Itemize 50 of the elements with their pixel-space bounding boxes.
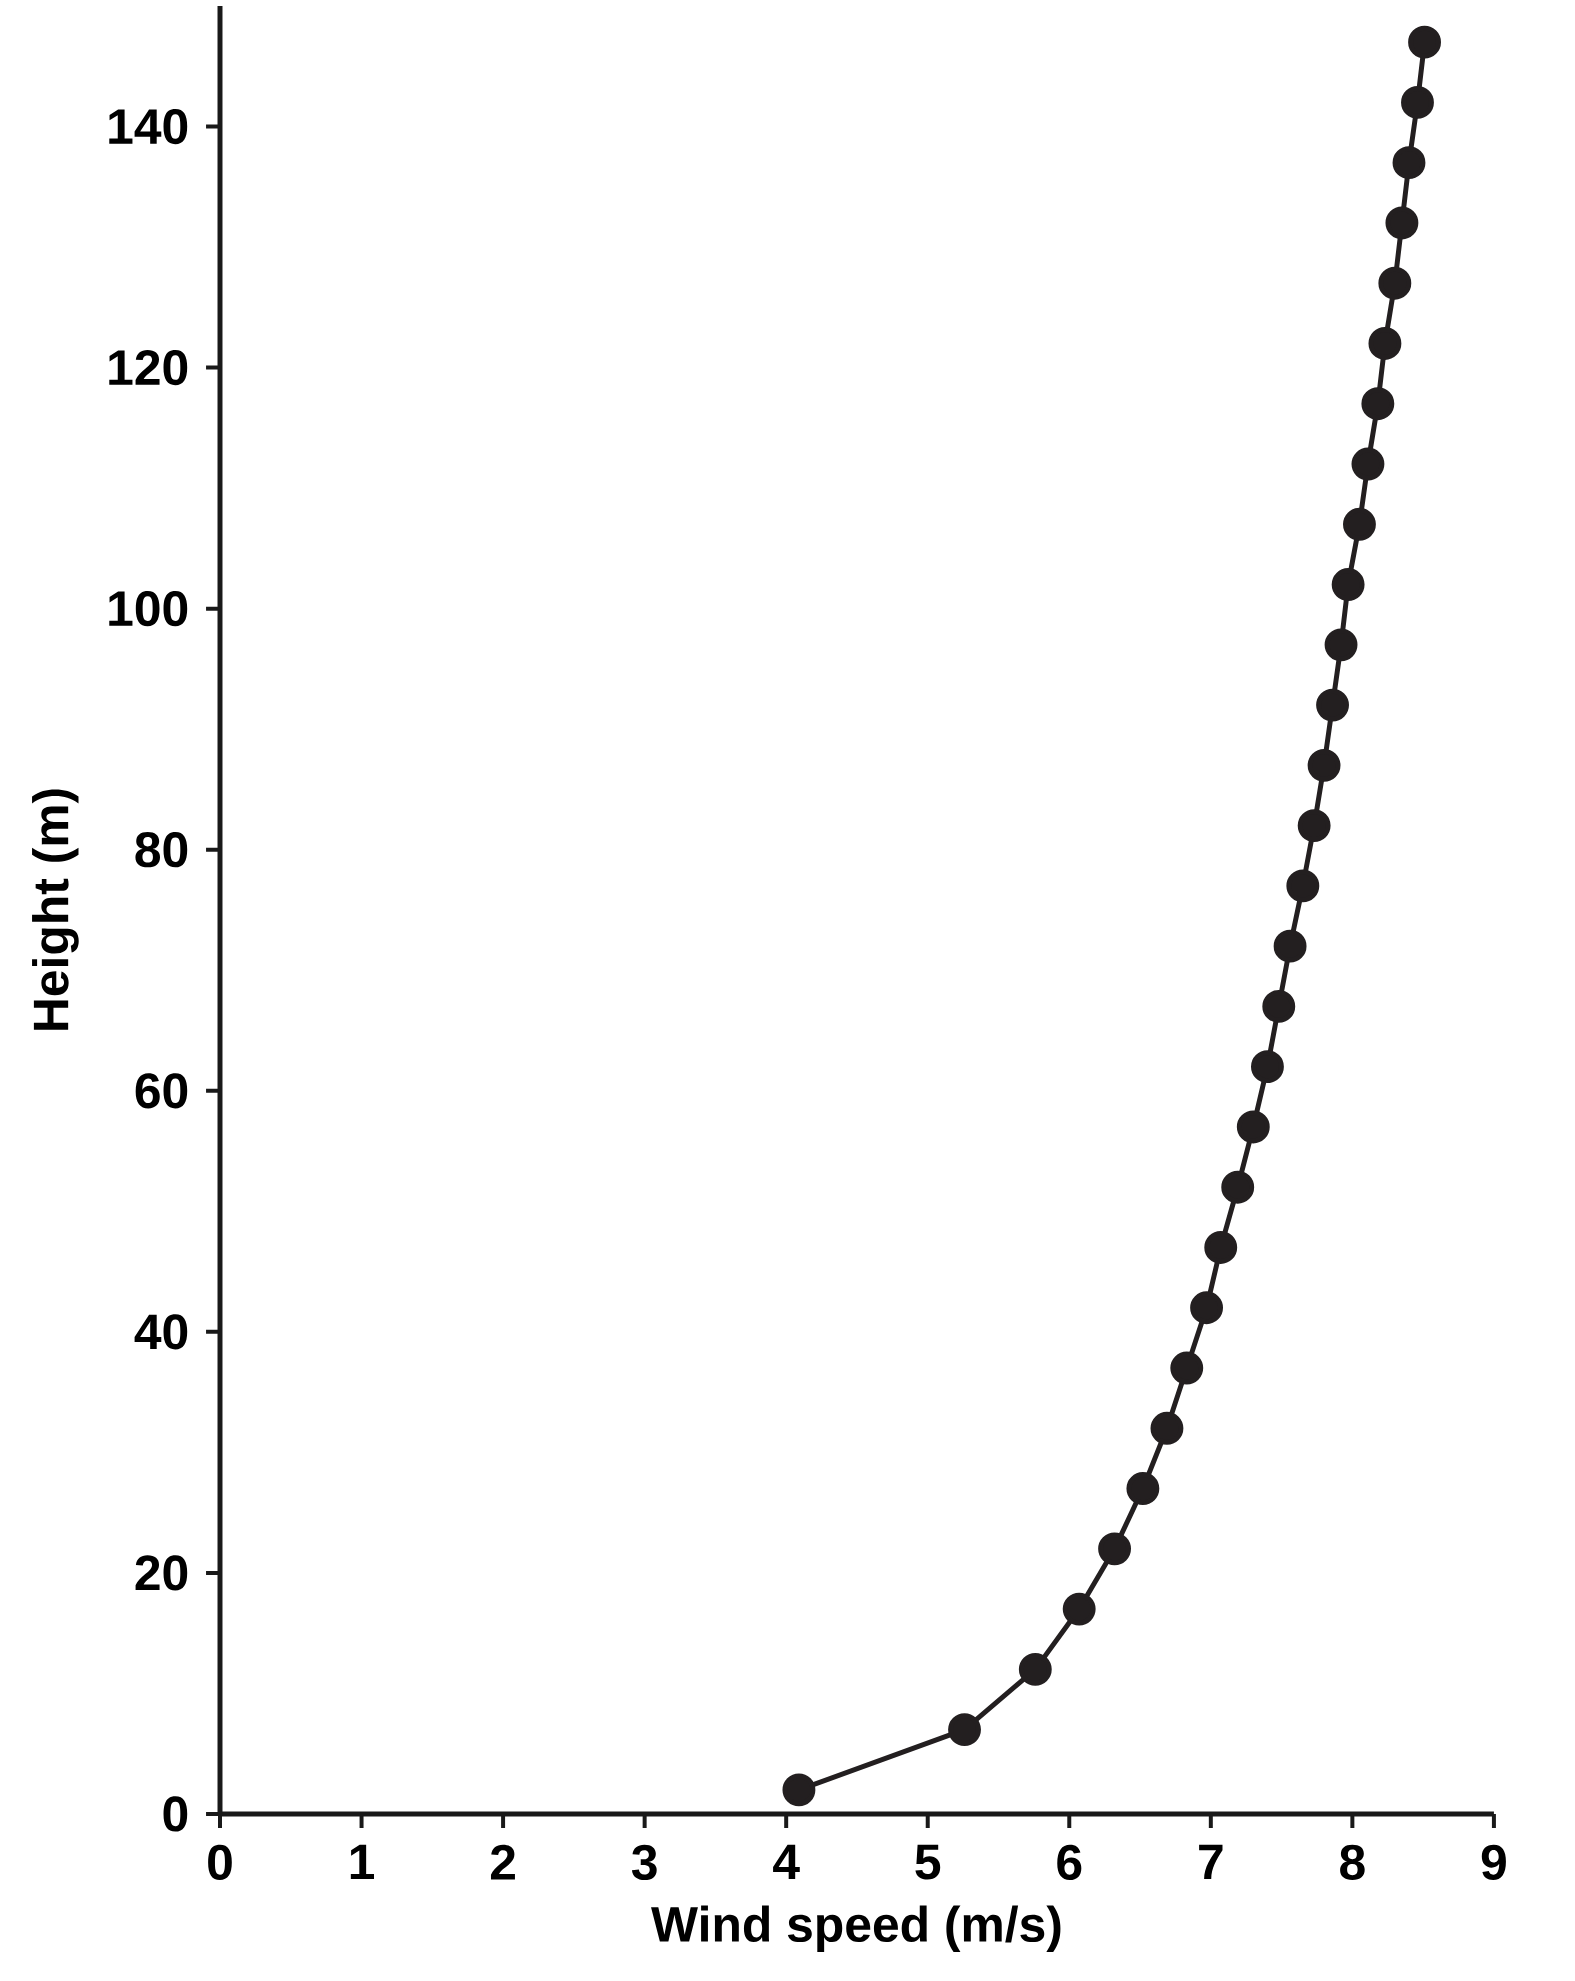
point <box>1297 809 1331 843</box>
x-tick-label: 0 <box>208 1844 232 1881</box>
point <box>1204 1231 1238 1264</box>
point <box>1190 1291 1224 1325</box>
point <box>1343 507 1376 541</box>
x-tick-label: 6 <box>1057 1844 1082 1881</box>
point <box>1368 327 1402 360</box>
x-tick-label: 7 <box>1199 1844 1223 1880</box>
point <box>1262 989 1296 1023</box>
y-tick-label: 40 <box>134 1314 188 1350</box>
point <box>1324 628 1358 662</box>
point <box>1385 206 1419 240</box>
point <box>1221 1170 1255 1204</box>
y-tick-label: 20 <box>135 1555 188 1591</box>
point <box>1286 869 1320 903</box>
y-tick-label: 60 <box>135 1073 188 1109</box>
point <box>1251 1050 1284 1084</box>
point <box>1150 1411 1184 1445</box>
x-tick-label: 8 <box>1340 1844 1365 1881</box>
point <box>948 1713 981 1747</box>
y-axis-title: Height (m) <box>32 789 79 1030</box>
y-tick-label: 100 <box>109 591 188 627</box>
y-tick-label: 0 <box>163 1796 188 1832</box>
x-tick-label: 9 <box>1481 1844 1506 1881</box>
x-tick-label: 5 <box>915 1844 941 1880</box>
y-tick-label: 80 <box>135 832 188 868</box>
point <box>1273 929 1307 963</box>
point <box>1331 568 1365 601</box>
point <box>1018 1652 1052 1686</box>
point <box>1408 25 1441 59</box>
point <box>1361 387 1395 421</box>
point <box>1392 146 1426 180</box>
point <box>1307 748 1341 782</box>
x-tick-label: 1 <box>350 1844 375 1880</box>
point <box>1378 266 1412 300</box>
point <box>1062 1592 1096 1626</box>
x-axis-title: Wind speed (m/s) <box>651 1905 1061 1952</box>
point <box>1316 688 1349 722</box>
point <box>1170 1351 1204 1385</box>
point <box>1351 447 1385 481</box>
x-tick-label: 3 <box>631 1844 657 1881</box>
x-tick-label: 2 <box>490 1844 515 1880</box>
y-tick-label: 120 <box>109 349 188 386</box>
y-tick-label: 140 <box>109 108 188 145</box>
point <box>1098 1532 1132 1566</box>
point <box>1236 1110 1270 1144</box>
point <box>782 1773 816 1807</box>
point <box>1401 85 1434 119</box>
point <box>1126 1472 1160 1505</box>
x-tick-label: 4 <box>773 1844 800 1880</box>
